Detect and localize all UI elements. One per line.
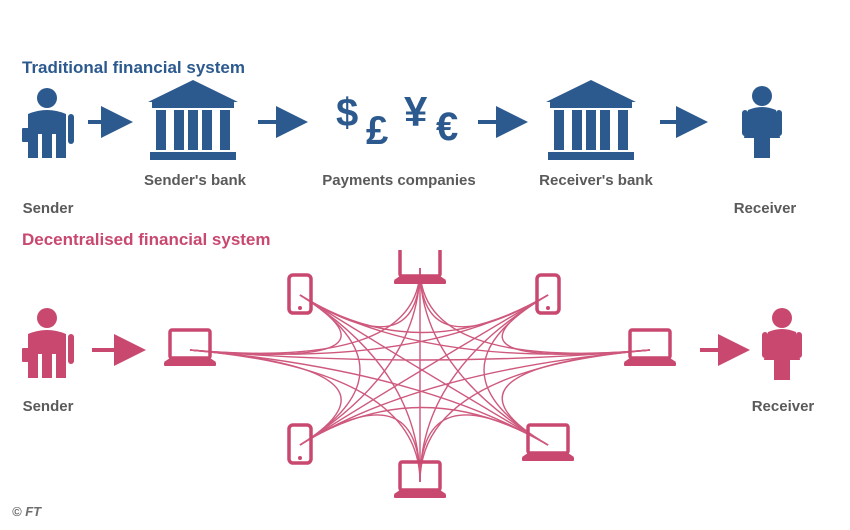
senders-bank-label: Sender's bank — [140, 172, 250, 189]
sender-icon — [22, 88, 74, 158]
bank-icon — [546, 80, 636, 160]
svg-text:$: $ — [336, 91, 358, 135]
laptop-icon — [164, 330, 216, 366]
sender-label-d: Sender — [18, 398, 78, 415]
sender-label: Sender — [18, 200, 78, 217]
laptop-icon — [394, 250, 446, 284]
decentralised-row — [0, 250, 850, 510]
svg-text:£: £ — [366, 109, 388, 153]
svg-text:¥: ¥ — [404, 88, 428, 135]
phone-icon — [289, 275, 311, 313]
bank-icon — [148, 80, 238, 160]
receiver-icon — [742, 86, 782, 158]
credit: © FT — [12, 504, 41, 519]
receiver-label: Receiver — [730, 200, 800, 217]
payments-label: Payments companies — [314, 172, 484, 189]
phone-icon — [289, 425, 311, 463]
phone-icon — [537, 275, 559, 313]
svg-text:€: € — [436, 105, 458, 149]
sender-icon — [22, 308, 74, 378]
diagram-canvas: Traditional financial system — [0, 0, 850, 530]
currencies-icon: $ £ ¥ € — [336, 88, 458, 153]
laptop-icon — [522, 425, 574, 461]
receiver-icon — [762, 308, 802, 380]
decentralised-title: Decentralised financial system — [22, 230, 271, 250]
receivers-bank-label: Receiver's bank — [536, 172, 656, 189]
laptop-icon — [624, 330, 676, 366]
receiver-label-d: Receiver — [748, 398, 818, 415]
network-edges — [190, 268, 650, 482]
traditional-title: Traditional financial system — [22, 58, 245, 78]
